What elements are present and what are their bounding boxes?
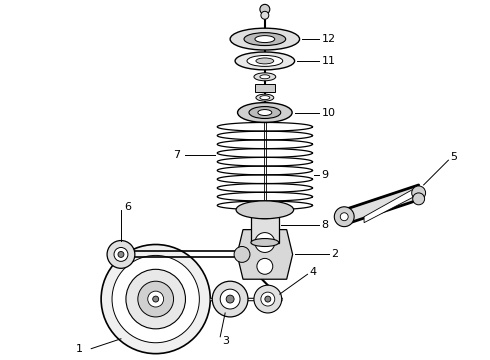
Polygon shape <box>344 185 418 225</box>
Circle shape <box>220 289 240 309</box>
Circle shape <box>255 233 275 252</box>
Circle shape <box>261 292 275 306</box>
Text: 3: 3 <box>222 336 229 346</box>
Text: 4: 4 <box>310 267 317 277</box>
Ellipse shape <box>251 211 279 219</box>
Ellipse shape <box>244 33 286 46</box>
Circle shape <box>265 296 271 302</box>
Circle shape <box>261 11 269 19</box>
Text: 6: 6 <box>124 202 131 212</box>
Ellipse shape <box>260 75 270 79</box>
Text: 5: 5 <box>450 152 457 162</box>
Ellipse shape <box>238 103 292 122</box>
Ellipse shape <box>249 107 281 118</box>
Ellipse shape <box>254 73 276 81</box>
Circle shape <box>334 207 354 227</box>
Text: 1: 1 <box>76 344 83 354</box>
Circle shape <box>234 247 250 262</box>
Circle shape <box>118 251 124 257</box>
Text: 12: 12 <box>321 34 336 44</box>
Circle shape <box>212 281 248 317</box>
Text: 2: 2 <box>331 249 339 260</box>
Circle shape <box>126 269 185 329</box>
Text: 9: 9 <box>321 170 328 180</box>
Circle shape <box>148 291 164 307</box>
Text: 11: 11 <box>321 56 336 66</box>
Ellipse shape <box>258 109 272 116</box>
Ellipse shape <box>260 96 270 100</box>
Circle shape <box>413 193 425 205</box>
Ellipse shape <box>235 52 294 70</box>
Polygon shape <box>364 189 414 223</box>
Bar <box>255 84 275 92</box>
Bar <box>251 215 279 243</box>
Circle shape <box>340 213 348 221</box>
Circle shape <box>254 285 282 313</box>
Circle shape <box>412 186 426 200</box>
Text: 8: 8 <box>321 220 328 230</box>
Circle shape <box>101 244 210 354</box>
Circle shape <box>112 255 199 343</box>
Ellipse shape <box>236 201 294 219</box>
Text: 7: 7 <box>173 150 180 160</box>
Ellipse shape <box>256 58 274 64</box>
Circle shape <box>153 296 159 302</box>
Circle shape <box>260 4 270 14</box>
Text: 10: 10 <box>321 108 336 117</box>
Circle shape <box>114 247 128 261</box>
Ellipse shape <box>256 94 274 101</box>
Circle shape <box>107 240 135 268</box>
Ellipse shape <box>251 239 279 247</box>
Ellipse shape <box>255 36 275 42</box>
Ellipse shape <box>247 55 283 66</box>
Circle shape <box>226 295 234 303</box>
Circle shape <box>257 258 273 274</box>
Circle shape <box>138 281 173 317</box>
Ellipse shape <box>230 28 299 50</box>
Polygon shape <box>237 230 293 279</box>
